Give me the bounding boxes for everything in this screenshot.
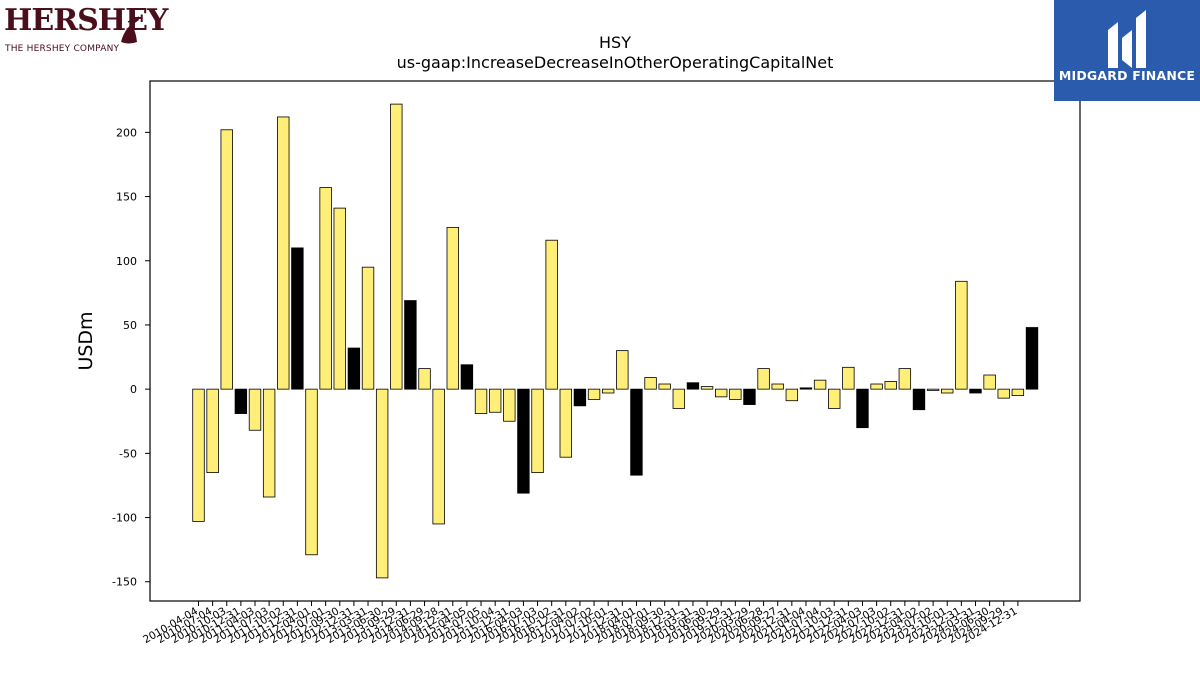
bar-2020-06-28 — [757, 368, 770, 390]
bar-2023-10-01 — [941, 388, 954, 394]
bar-2018-07-01 — [644, 377, 657, 390]
bar-2014-09-28 — [432, 388, 445, 525]
bar-2011-04-03 — [248, 388, 262, 431]
y-tick-label: -100 — [112, 512, 137, 525]
y-tick-label: 50 — [123, 319, 137, 332]
bar-2019-09-29 — [715, 388, 728, 398]
bar-2022-07-03 — [870, 383, 883, 390]
bar-2021-12-31 — [842, 366, 855, 390]
bar-undefined — [1025, 327, 1039, 390]
y-tick-label: 150 — [116, 191, 137, 204]
bar-2012-09-30 — [333, 207, 346, 390]
bar-2019-12-31 — [729, 388, 742, 400]
bar-2016-12-31 — [559, 388, 572, 458]
bar-2010-04-04 — [192, 388, 205, 522]
midgard-wordmark: MIDGARD FINANCE — [1058, 68, 1196, 83]
y-tick-label: -50 — [119, 447, 137, 460]
bar-2020-09-27 — [771, 383, 784, 390]
bar-2015-12-31 — [503, 388, 516, 422]
bar-2019-03-31 — [686, 382, 700, 390]
bar-2013-09-29 — [390, 103, 403, 390]
plot-frame — [149, 80, 1081, 602]
chart-subtitle: us-gaap:IncreaseDecreaseInOtherOperating… — [397, 53, 834, 72]
bar-2024-12-31 — [1011, 388, 1025, 396]
hershey-wordmark: HERSHEY — [4, 3, 168, 38]
bar-2021-10-03 — [828, 388, 841, 409]
bar-2011-07-03 — [262, 388, 276, 498]
bar-2011-12-31 — [291, 247, 304, 390]
bar-2015-07-05 — [474, 388, 488, 414]
bar-2024-06-30 — [983, 374, 996, 390]
plot-area — [149, 80, 1081, 602]
bar-2023-12-31 — [955, 280, 968, 390]
bar-2015-10-04 — [488, 388, 502, 413]
bar-2014-12-31 — [446, 226, 459, 390]
axis-ticks: -150-100-500501001502002010-04-042010-07… — [112, 126, 1019, 646]
bar-2017-10-01 — [601, 388, 615, 394]
bar-2017-12-31 — [616, 350, 629, 390]
midgard-finance-logo: MIDGARD FINANCE — [1054, 0, 1200, 101]
bar-2021-07-04 — [813, 379, 827, 390]
bar-2021-04-04 — [799, 387, 813, 390]
bar-2018-04-01 — [630, 388, 643, 476]
bar-2017-04-02 — [573, 388, 587, 407]
bar-2018-09-30 — [658, 383, 671, 390]
bar-2012-07-01 — [319, 187, 332, 390]
bar-2022-10-02 — [884, 381, 897, 390]
bar-series — [192, 103, 1039, 579]
bar-2019-06-30 — [700, 386, 714, 390]
bar-2016-04-03 — [517, 388, 530, 494]
hershey-logo: HERSHEY THE HERSHEY COMPANY — [4, 4, 168, 56]
bar-2023-04-02 — [912, 388, 926, 411]
y-tick-label: 100 — [116, 255, 137, 268]
bar-2016-07-03 — [531, 388, 544, 474]
bar-2016-10-02 — [545, 239, 558, 390]
bar-2011-10-02 — [277, 116, 290, 390]
bar-2020-03-29 — [743, 388, 756, 405]
bar-2023-07-02 — [926, 388, 940, 391]
bar-2022-04-03 — [856, 388, 869, 429]
bar-2014-06-29 — [418, 368, 431, 390]
y-tick-label: 200 — [116, 126, 137, 139]
bar-2013-03-31 — [361, 266, 375, 390]
bar-2017-07-02 — [587, 388, 601, 400]
bar-2012-04-01 — [305, 388, 318, 556]
bar-2024-09-29 — [997, 388, 1010, 399]
y-tick-label: 0 — [130, 383, 137, 396]
kiss-icon — [121, 16, 140, 44]
bar-2012-12-31 — [347, 347, 361, 390]
bar-2022-12-31 — [898, 368, 912, 390]
y-axis-label: USDm — [75, 311, 97, 370]
bar-2010-10-03 — [220, 129, 233, 390]
bar-2010-07-04 — [206, 388, 219, 474]
bar-2018-12-31 — [672, 388, 686, 409]
bar-2015-04-05 — [460, 364, 474, 390]
chart-title: HSY — [599, 33, 631, 52]
midgard-mark-icon — [1108, 10, 1146, 68]
bar-2020-12-31 — [785, 388, 799, 402]
bar-2010-12-31 — [234, 388, 248, 414]
hershey-tagline: THE HERSHEY COMPANY — [5, 44, 120, 54]
y-tick-label: -150 — [112, 576, 137, 589]
bar-2013-06-30 — [375, 388, 389, 579]
bar-2013-12-31 — [404, 300, 417, 390]
bar-2024-03-31 — [969, 388, 982, 394]
